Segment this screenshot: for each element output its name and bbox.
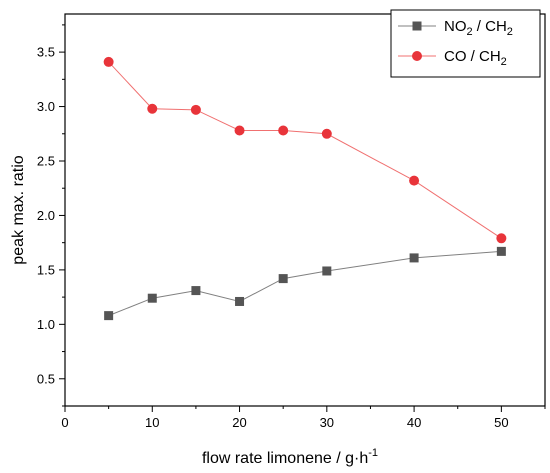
- y-tick-label: 0.5: [37, 371, 55, 386]
- x-axis-title-superscript: -1: [368, 447, 378, 459]
- series-line: [108, 250, 502, 317]
- y-tick-label: 1.0: [37, 317, 55, 332]
- x-tick-label: 0: [61, 415, 68, 430]
- data-point: [278, 274, 288, 284]
- legend-no2-sub1: 2: [467, 26, 473, 38]
- data-point: [234, 125, 245, 136]
- legend: NO2 / CH2 CO / CH2: [390, 9, 541, 78]
- y-tick-label: 2.5: [37, 154, 55, 169]
- data-point: [409, 175, 420, 186]
- x-axis-title-text: flow rate limonene / g·h: [202, 450, 368, 467]
- series-1: [103, 56, 507, 244]
- y-tick-label: 3.0: [37, 99, 55, 114]
- x-tick-label: 10: [145, 415, 159, 430]
- legend-no2-mid: / CH: [473, 18, 507, 35]
- data-point: [147, 293, 157, 303]
- data-point: [104, 311, 114, 321]
- legend-label-co: CO / CH2: [444, 48, 507, 68]
- x-tick-label: 30: [320, 415, 334, 430]
- legend-label-no2: NO2 / CH2: [444, 18, 513, 38]
- legend-marker-co: [412, 51, 422, 61]
- series-layer: [103, 56, 507, 321]
- data-point: [235, 296, 245, 306]
- x-tick-label: 20: [232, 415, 246, 430]
- data-point: [278, 125, 289, 136]
- x-tick-label: 40: [407, 415, 421, 430]
- data-point: [409, 253, 419, 263]
- data-point: [103, 56, 114, 67]
- x-tick-label: 50: [494, 415, 508, 430]
- y-axis-ticks: 0.5 1.0 1.5 2.0 2.5 3.0 3.5: [37, 24, 65, 407]
- data-point: [191, 286, 201, 296]
- data-point: [190, 104, 201, 115]
- y-tick-label: 2.0: [37, 208, 55, 223]
- series-0: [104, 246, 506, 321]
- y-axis-title: peak max. ratio: [10, 155, 27, 264]
- legend-no2-sub2: 2: [507, 26, 513, 38]
- legend-co-main: CO / CH: [444, 48, 501, 65]
- data-point: [147, 103, 158, 114]
- x-axis-ticks: 0 10 20 30 40 50: [61, 406, 546, 430]
- data-point: [322, 266, 332, 276]
- legend-marker-no2: [412, 21, 422, 31]
- legend-co-sub1: 2: [501, 56, 507, 68]
- series-line: [108, 61, 502, 239]
- plot-frame: [64, 13, 546, 407]
- y-tick-label: 3.5: [37, 45, 55, 60]
- data-point: [496, 233, 507, 244]
- legend-no2-main: NO: [444, 18, 467, 35]
- y-tick-label: 1.5: [37, 262, 55, 277]
- x-axis-title: flow rate limonene / g·h-1: [202, 447, 378, 467]
- data-point: [496, 246, 506, 256]
- legend-box: [390, 9, 541, 78]
- data-point: [321, 128, 332, 139]
